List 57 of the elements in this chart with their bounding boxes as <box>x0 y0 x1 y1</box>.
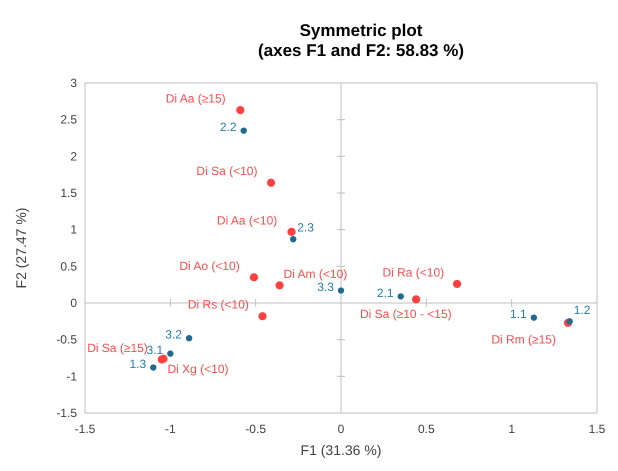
point <box>530 314 538 321</box>
x-tick-label: -0.5 <box>245 422 266 436</box>
annotation: Di Aa (≥15) <box>166 92 226 106</box>
y-axis-title: F2 (27.47 %) <box>13 208 29 288</box>
annotation: Di Xg (<10) <box>168 362 229 376</box>
annotation: Di Ao (<10) <box>179 258 240 273</box>
x-tick-label: 1.5 <box>588 422 606 436</box>
point <box>266 178 276 187</box>
y-tick-label: 3 <box>70 76 78 90</box>
y-tick-label: -0.5 <box>56 332 78 347</box>
point <box>338 287 344 294</box>
point <box>167 350 174 357</box>
y-tick-label: 2 <box>70 149 78 164</box>
point <box>275 281 284 290</box>
point <box>412 295 420 304</box>
point <box>258 312 267 320</box>
annotation: 3.1 <box>146 343 164 358</box>
annotation: Di Sa (≥15) <box>87 340 148 355</box>
x-tick-label: 0.5 <box>418 422 435 436</box>
annotation: Di Sa (<10) <box>196 164 258 178</box>
annotation: 2.2 <box>220 120 237 134</box>
point <box>398 293 404 300</box>
annotation: 2.3 <box>297 220 314 235</box>
annotation: 1.1 <box>510 307 528 322</box>
y-tick-label: -1.5 <box>56 406 78 420</box>
annotation: 1.3 <box>129 357 146 372</box>
x-axis-title: F1 (31.36 %) <box>300 442 382 458</box>
annotation: Di Am (<10) <box>284 266 348 281</box>
point <box>452 280 462 288</box>
point <box>290 236 296 242</box>
annotation: 1.2 <box>574 302 591 317</box>
y-tick-label: 2.5 <box>60 112 78 127</box>
point <box>150 364 156 371</box>
point <box>287 228 296 236</box>
annotation: 3.2 <box>165 328 182 342</box>
point <box>240 127 247 134</box>
y-tick-label: -1 <box>66 369 78 384</box>
annotation: 3.3 <box>317 280 334 294</box>
annotation: Di Rs (<10) <box>188 298 249 312</box>
annotation: 2.1 <box>376 286 394 300</box>
chart-title: Symmetric plot <box>300 21 423 40</box>
annotation: Di Rm (≥15) <box>491 332 556 346</box>
x-tick-label: 0 <box>338 422 345 436</box>
y-tick-label: 1.5 <box>60 186 78 200</box>
y-tick-label: 1 <box>70 222 78 237</box>
annotation: Di Sa (≥10 - <15) <box>360 306 452 321</box>
x-tick-label: 1 <box>508 422 516 436</box>
y-tick-label: 0 <box>70 296 78 310</box>
point <box>186 335 192 342</box>
x-tick-label: -1 <box>164 422 176 436</box>
chart-subtitle: (axes F1 and F2: 58.83 %) <box>258 41 464 60</box>
point <box>566 318 573 325</box>
point <box>236 106 244 114</box>
annotation: Di Aa (<10) <box>216 213 278 228</box>
annotation: Di Ra (<10) <box>382 265 444 280</box>
point <box>250 273 258 282</box>
y-tick-label: 0.5 <box>60 259 78 274</box>
